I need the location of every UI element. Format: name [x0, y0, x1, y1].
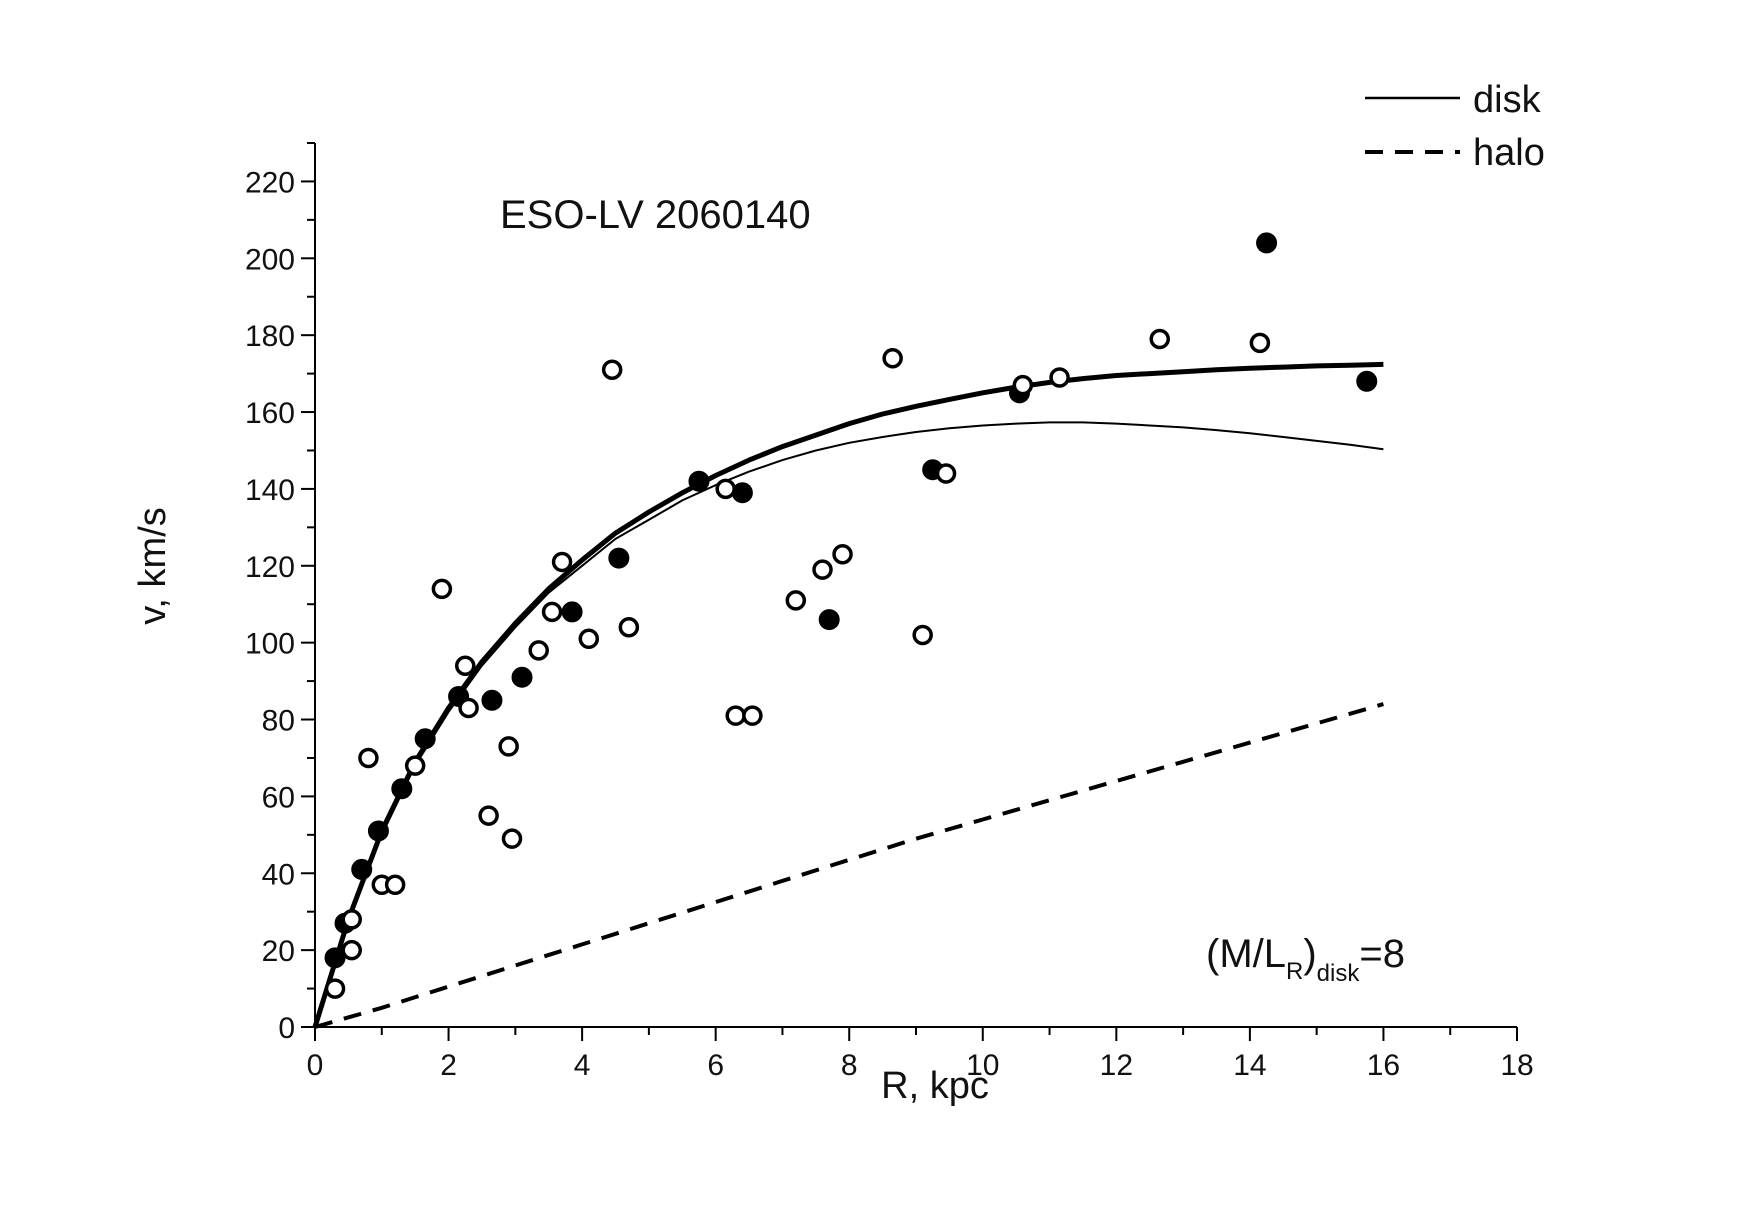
open-data-point — [912, 624, 933, 646]
open-data-point — [458, 697, 479, 719]
open-data-point — [551, 551, 573, 573]
y-tick-label: 0 — [278, 1012, 295, 1045]
open-data-point — [341, 939, 362, 961]
open-data-point — [1012, 374, 1034, 396]
y-tick-label: 160 — [245, 397, 295, 430]
x-axis-title: R, kpc — [881, 1065, 989, 1107]
y-axis-title: v, km/s — [132, 507, 174, 625]
filled-data-point — [688, 470, 710, 492]
annotation-ml: (M/LR)disk=8 — [1206, 932, 1405, 987]
filled-data-point — [367, 820, 389, 842]
legend-disk-label: disk — [1473, 79, 1542, 121]
disk-curve — [314, 421, 1384, 1028]
y-tick-label: 120 — [245, 551, 295, 584]
axes: 0 2 4 6 8 10 12 14 16 180204060801001201401601802… — [245, 142, 1534, 1082]
open-data-point — [1049, 367, 1070, 388]
y-tick-label: 140 — [245, 474, 295, 507]
filled-data-point — [511, 666, 533, 688]
open-data-point — [404, 755, 426, 776]
annotation-mid: ) — [1303, 932, 1316, 976]
open-data-point — [384, 874, 406, 896]
open-data-point — [601, 359, 623, 381]
filled-data-point — [561, 601, 583, 623]
y-tick-label: 60 — [262, 781, 295, 814]
filled-data-point — [818, 609, 840, 631]
y-tick-label: 220 — [245, 166, 295, 199]
open-data-point — [528, 640, 549, 661]
legend-halo-label: halo — [1473, 132, 1545, 174]
filled-data-point — [391, 778, 413, 800]
open-data-point — [498, 736, 519, 757]
open-data-point — [431, 578, 453, 600]
filled-data-point — [481, 689, 503, 711]
x-tick-label: 2 — [440, 1049, 457, 1082]
open-data-point — [832, 544, 853, 565]
series-layer — [312, 361, 1384, 1029]
open-data-point — [882, 347, 903, 369]
filled-data-point — [1356, 370, 1378, 392]
chart-title: ESO-LV 2060140 — [500, 193, 811, 237]
x-tick-label: 16 — [1367, 1049, 1400, 1082]
filled-data-point — [1256, 232, 1278, 254]
y-tick-label: 40 — [262, 858, 295, 891]
open-data-point — [541, 601, 563, 623]
x-tick-label: 0 — [307, 1049, 324, 1082]
annotation-sub-r: R — [1286, 958, 1303, 985]
y-tick-label: 80 — [262, 705, 295, 738]
y-tick-label: 100 — [245, 628, 295, 661]
open-data-point — [742, 705, 763, 726]
svg-text:(M/LR)disk=8: (M/LR)disk=8 — [1206, 932, 1405, 987]
open-data-point — [501, 828, 523, 849]
total-curve — [312, 361, 1384, 1028]
annotation-tail: =8 — [1359, 932, 1405, 976]
open-data-point — [725, 705, 746, 726]
x-tick-label: 14 — [1233, 1049, 1266, 1082]
open-data-point — [1149, 328, 1170, 350]
x-tick-label: 10 — [966, 1049, 999, 1082]
open-data-point — [935, 463, 957, 484]
open-data-point — [358, 747, 379, 769]
open-data-point — [715, 478, 736, 500]
open-data-point — [455, 655, 476, 676]
open-data-point — [812, 559, 833, 580]
open-data-point — [478, 805, 499, 826]
y-tick-label: 200 — [245, 243, 295, 276]
annotation-sub-disk: disk — [1317, 960, 1361, 987]
open-data-point — [785, 590, 807, 611]
x-tick-label: 6 — [707, 1049, 724, 1082]
open-data-point — [324, 978, 346, 999]
legend: disk halo — [1365, 79, 1545, 174]
filled-data-point — [414, 728, 436, 750]
open-data-point — [578, 628, 600, 650]
x-tick-label: 12 — [1100, 1049, 1133, 1082]
filled-data-point — [608, 547, 630, 569]
y-tick-label: 180 — [245, 320, 295, 353]
markers-layer — [324, 232, 1378, 999]
annotation-main: (M/L — [1206, 932, 1286, 976]
open-data-point — [1249, 332, 1271, 354]
open-data-point — [341, 909, 362, 930]
open-data-point — [618, 617, 640, 638]
halo-curve — [314, 702, 1384, 1029]
x-tick-label: 4 — [574, 1049, 591, 1082]
y-tick-label: 20 — [262, 935, 295, 968]
filled-data-point — [351, 858, 373, 880]
x-tick-label: 8 — [841, 1049, 858, 1082]
x-tick-label: 18 — [1500, 1049, 1533, 1082]
